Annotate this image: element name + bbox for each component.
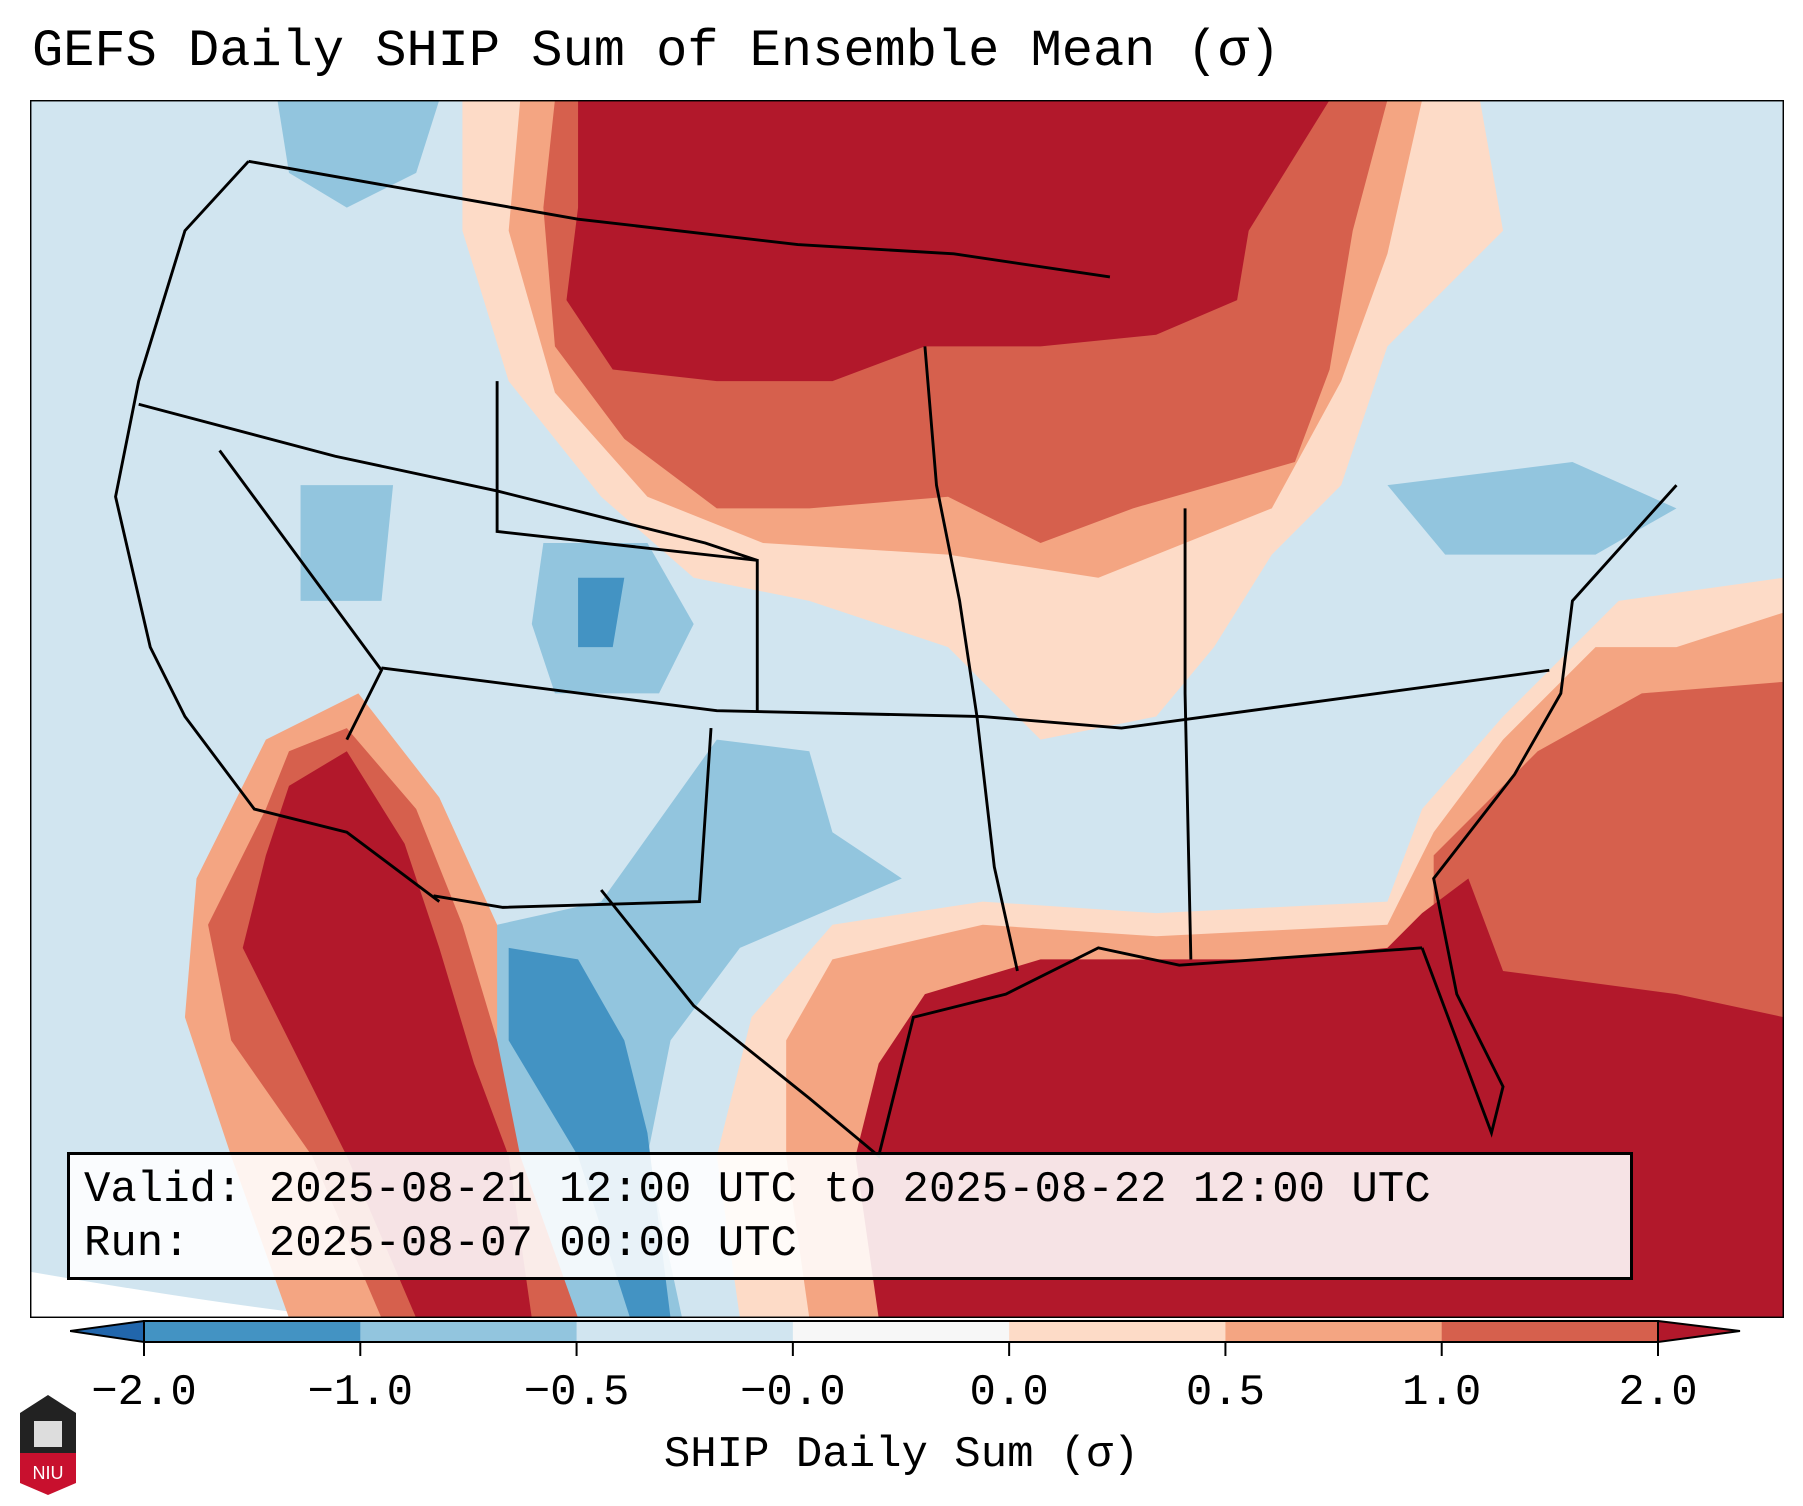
- colorbar-tick-label: 0.0: [969, 1368, 1049, 1418]
- colorbar-tick-label: −0.5: [523, 1368, 630, 1418]
- anomaly-over-2: [566, 100, 1330, 382]
- svg-text:NIU: NIU: [33, 1463, 64, 1483]
- colorbar-tick-label: 2.0: [1618, 1368, 1698, 1418]
- colorbar-segment: [360, 1321, 578, 1342]
- colorbar-segment: [792, 1321, 1010, 1342]
- run-time-text: Run: 2025-08-07 00:00 UTC: [84, 1219, 797, 1269]
- niu-logo: NIU: [20, 1395, 76, 1495]
- colorbar-under-arrow: [70, 1320, 145, 1344]
- colorbar-tick-label: −0.0: [740, 1368, 846, 1418]
- colorbar-segment: [1225, 1321, 1443, 1342]
- colorbar-tick-label: 0.5: [1185, 1368, 1266, 1418]
- map-plot: [30, 100, 1784, 1318]
- colorbar-segment: [144, 1321, 361, 1342]
- colorbar-segment: [576, 1321, 794, 1342]
- anomaly-neg-1-0.5: [277, 100, 440, 208]
- colorbar-tick-label: −2.0: [91, 1368, 197, 1418]
- colorbar: [70, 1320, 1741, 1356]
- colorbar-segment: [1009, 1321, 1226, 1342]
- anomaly-neg-1-0.5: [1387, 462, 1677, 555]
- anomaly-1-2: [1433, 681, 1784, 1041]
- colorbar-label: SHIP Daily Sum (σ): [663, 1430, 1140, 1480]
- state-boundaries: [114, 159, 1678, 1159]
- anomaly-neg-2-1: [578, 577, 625, 648]
- colorbar-over-arrow: [1657, 1320, 1741, 1344]
- colorbar-segment: [1441, 1321, 1659, 1342]
- colorbar-outline: [143, 1320, 1659, 1343]
- anomaly-neg-1-0.5: [300, 485, 394, 601]
- chart-title: GEFS Daily SHIP Sum of Ensemble Mean (σ): [32, 22, 1281, 81]
- outside-projection: [30, 1271, 347, 1318]
- valid-time-text: Valid: 2025-08-21 12:00 UTC to 2025-08-2…: [84, 1165, 1431, 1215]
- colorbar-tick-label: 1.0: [1402, 1368, 1482, 1418]
- colorbar-tick-label: −1.0: [307, 1368, 414, 1418]
- validity-legend-box: Valid: 2025-08-21 12:00 UTC to 2025-08-2…: [67, 1152, 1633, 1280]
